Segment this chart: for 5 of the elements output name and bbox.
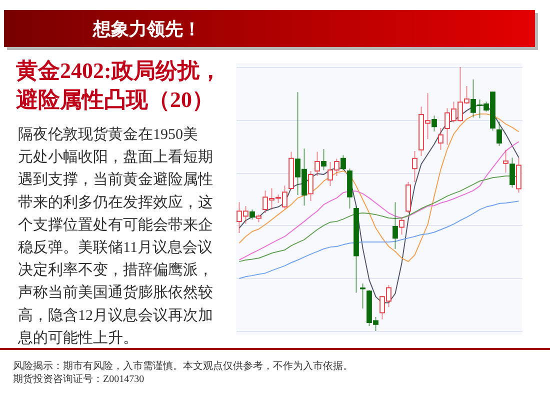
text: 隔夜伦敦现货黄金在1950美元处小幅收阳，盘面上看短期遇到支撑，当前黄金避险属性带来的利多仍在发挥效应，这个支撑位置处有可能会带来企稳反弹。美联储11月议息会议决定利率不变，措辞偏鹰派，声称当前美国通货膨胀依然较高，隐含12月议息会议再次加息的可能性上升。 — [18, 127, 213, 346]
text: 想象力领先！ — [92, 19, 201, 39]
text: 风险揭示：期市有风险，入市需谨慎。本文观点仅供参考，不作为入市依据。 — [13, 360, 353, 372]
chart-title: 黄金2402:政局纷扰，避险属性凸现（20） — [15, 58, 222, 112]
text: 期货投资咨询证号：Z0014730 — [13, 373, 144, 385]
